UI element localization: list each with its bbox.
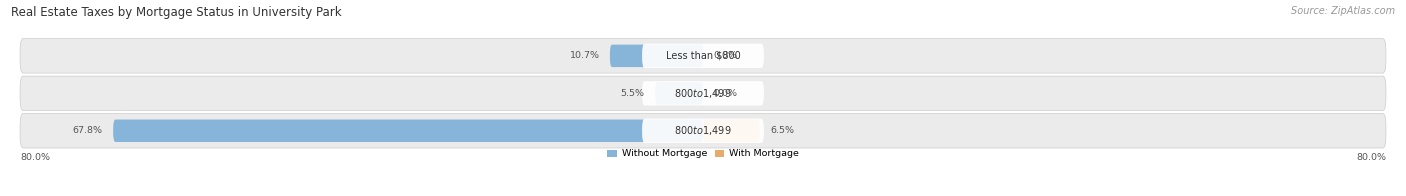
Text: Source: ZipAtlas.com: Source: ZipAtlas.com <box>1291 6 1395 16</box>
FancyBboxPatch shape <box>20 76 1386 111</box>
FancyBboxPatch shape <box>703 120 759 142</box>
Text: 5.5%: 5.5% <box>620 89 645 98</box>
FancyBboxPatch shape <box>643 81 763 105</box>
FancyBboxPatch shape <box>655 82 703 104</box>
Text: 0.0%: 0.0% <box>713 51 737 60</box>
FancyBboxPatch shape <box>112 120 703 142</box>
FancyBboxPatch shape <box>20 113 1386 148</box>
FancyBboxPatch shape <box>643 44 763 68</box>
Text: 80.0%: 80.0% <box>1355 153 1386 162</box>
Legend: Without Mortgage, With Mortgage: Without Mortgage, With Mortgage <box>603 146 803 162</box>
Text: 6.5%: 6.5% <box>770 126 794 135</box>
Text: 0.0%: 0.0% <box>713 89 737 98</box>
Text: 67.8%: 67.8% <box>73 126 103 135</box>
Text: $800 to $1,499: $800 to $1,499 <box>675 87 731 100</box>
Text: Less than $800: Less than $800 <box>665 51 741 61</box>
Text: $800 to $1,499: $800 to $1,499 <box>675 124 731 137</box>
Text: Real Estate Taxes by Mortgage Status in University Park: Real Estate Taxes by Mortgage Status in … <box>11 6 342 19</box>
Text: 80.0%: 80.0% <box>20 153 51 162</box>
FancyBboxPatch shape <box>643 119 763 143</box>
Text: 10.7%: 10.7% <box>569 51 599 60</box>
FancyBboxPatch shape <box>20 39 1386 73</box>
FancyBboxPatch shape <box>610 45 703 67</box>
